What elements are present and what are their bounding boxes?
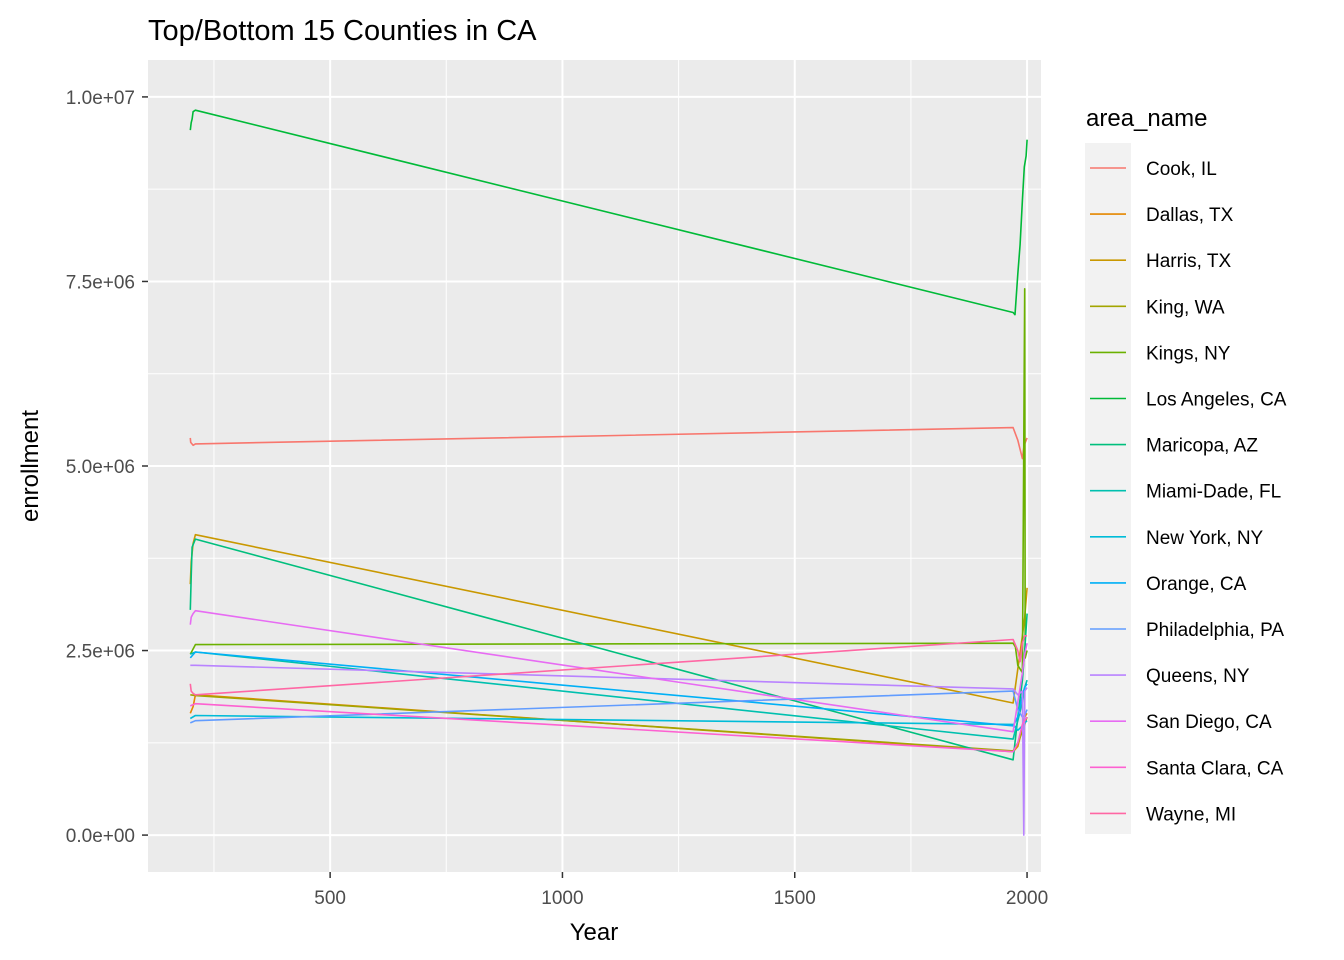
chart-title: Top/Bottom 15 Counties in CA xyxy=(148,15,537,47)
legend-label: King, WA xyxy=(1146,297,1225,318)
y-axis-label: enrollment xyxy=(17,410,44,522)
y-tick-label: 2.5e+06 xyxy=(66,642,135,663)
legend: area_name Cook, IL Dallas, TX Harris, TX Ki… xyxy=(1085,105,1287,834)
series-line xyxy=(189,651,1028,727)
y-tick-label: 1.0e+07 xyxy=(66,88,135,109)
legend-items: Cook, IL Dallas, TX Harris, TX King, WA King… xyxy=(1090,159,1287,825)
series-line xyxy=(189,702,1028,753)
series-lines xyxy=(189,109,1028,836)
legend-label: Harris, TX xyxy=(1146,251,1231,272)
legend-label: Wayne, MI xyxy=(1146,804,1236,825)
series-line xyxy=(189,288,1028,674)
legend-label: New York, NY xyxy=(1146,528,1264,549)
y-tick-label: 5.0e+06 xyxy=(66,457,135,478)
x-axis-label: Year xyxy=(570,919,619,946)
legend-label: Santa Clara, CA xyxy=(1146,758,1284,779)
legend-label: Maricopa, AZ xyxy=(1146,436,1258,457)
legend-label: Kings, NY xyxy=(1146,343,1231,364)
y-axis: 0.0e+00 2.5e+06 5.0e+06 7.5e+06 1.0e+07 xyxy=(66,88,148,847)
x-axis: 500 1000 1500 2000 xyxy=(314,872,1048,909)
legend-label: Cook, IL xyxy=(1146,159,1217,180)
x-tick-label: 500 xyxy=(314,888,346,909)
legend-title: area_name xyxy=(1086,105,1207,132)
y-tick-label: 0.0e+00 xyxy=(66,826,135,847)
legend-label: San Diego, CA xyxy=(1146,712,1272,733)
legend-label: Los Angeles, CA xyxy=(1146,390,1287,411)
series-line xyxy=(189,109,1028,316)
series-line xyxy=(189,635,1028,696)
legend-label: Philadelphia, PA xyxy=(1146,620,1284,641)
legend-label: Queens, NY xyxy=(1146,666,1250,687)
legend-key-background xyxy=(1085,143,1131,834)
x-tick-label: 1000 xyxy=(541,888,583,909)
legend-label: Dallas, TX xyxy=(1146,205,1234,226)
legend-label: Miami-Dade, FL xyxy=(1146,482,1281,503)
series-line xyxy=(189,609,1028,733)
series-line xyxy=(190,664,1028,836)
x-tick-label: 1500 xyxy=(774,888,816,909)
y-tick-label: 7.5e+06 xyxy=(66,272,135,293)
legend-label: Orange, CA xyxy=(1146,574,1247,595)
x-tick-label: 2000 xyxy=(1006,888,1048,909)
